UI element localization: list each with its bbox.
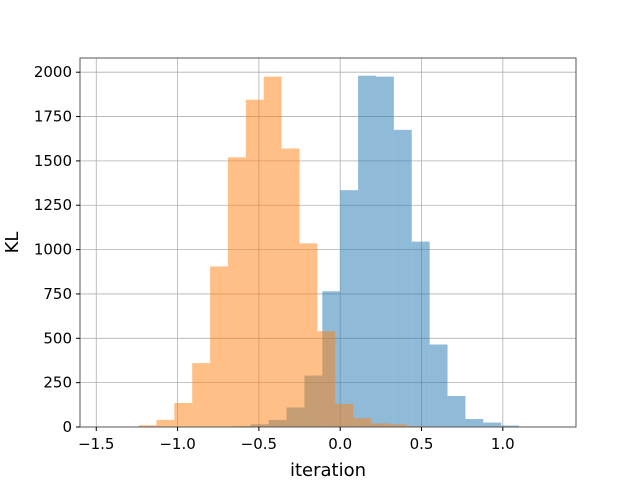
x-axis-label: iteration bbox=[290, 460, 366, 480]
x-tick-label: −0.5 bbox=[241, 435, 277, 453]
histogram-bar-series-2 bbox=[371, 423, 389, 427]
histogram-bar-series-2 bbox=[335, 403, 354, 427]
histogram-bar-series-2 bbox=[281, 148, 300, 428]
histogram-bar-series-2 bbox=[138, 425, 157, 427]
histogram-bars bbox=[138, 75, 520, 428]
y-tick-label: 0 bbox=[62, 418, 72, 436]
histogram-bar-series-2 bbox=[353, 418, 372, 427]
x-tick-label: −1.5 bbox=[78, 435, 114, 453]
histogram-bar-series-1 bbox=[429, 344, 448, 427]
y-tick-label: 1500 bbox=[34, 152, 72, 170]
histogram-bar-series-2 bbox=[174, 403, 193, 427]
y-tick-label: 250 bbox=[43, 374, 72, 392]
histogram-bar-series-2 bbox=[388, 424, 407, 427]
histogram-bar-series-1 bbox=[358, 75, 376, 427]
y-tick-label: 1750 bbox=[34, 108, 72, 126]
histogram-bar-series-2 bbox=[299, 243, 318, 427]
x-tick-label: 0.5 bbox=[410, 435, 434, 453]
histogram-bar-series-1 bbox=[393, 129, 412, 427]
y-tick-label: 1000 bbox=[34, 241, 72, 259]
histogram-bar-series-1 bbox=[411, 241, 430, 427]
histogram-bar-series-2 bbox=[192, 363, 211, 427]
y-tick-label: 500 bbox=[43, 329, 72, 347]
histogram-bar-series-2 bbox=[317, 331, 336, 427]
plot-frame bbox=[79, 57, 577, 428]
y-tick-label: 2000 bbox=[34, 63, 72, 81]
histogram-bar-series-1 bbox=[375, 76, 394, 427]
axis-ticks: −1.5 −1.0 −0.5 0.0 0.5 1.0 0 250 500 750 1000 1250 1… bbox=[34, 63, 515, 453]
histogram-bar-series-1 bbox=[483, 422, 502, 427]
histogram-bar-series-2 bbox=[156, 419, 175, 427]
y-tick-label: 750 bbox=[43, 285, 72, 303]
y-tick-label: 1250 bbox=[34, 196, 72, 214]
histogram-bar-series-2 bbox=[227, 157, 246, 427]
histogram-bar-series-1 bbox=[447, 395, 466, 427]
histogram-bar-series-1 bbox=[465, 419, 484, 427]
histogram-bar-series-2 bbox=[210, 266, 228, 427]
x-tick-label: 0.0 bbox=[328, 435, 352, 453]
histogram-bar-series-1 bbox=[340, 190, 359, 427]
x-tick-label: −1.0 bbox=[159, 435, 195, 453]
x-tick-label: 1.0 bbox=[491, 435, 515, 453]
y-axis-label: KL bbox=[2, 232, 23, 254]
histogram-bar-series-2 bbox=[263, 76, 282, 427]
histogram-bar-series-1 bbox=[501, 425, 520, 427]
histogram-bar-series-2 bbox=[245, 99, 264, 427]
